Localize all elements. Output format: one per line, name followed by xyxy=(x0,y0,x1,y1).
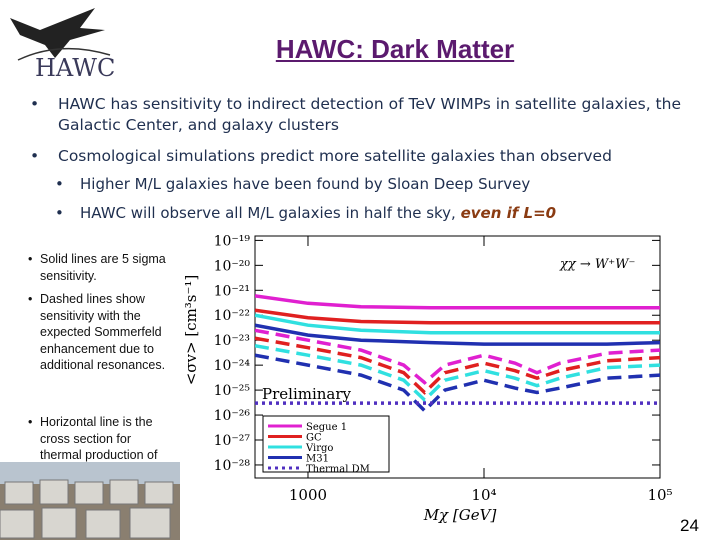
y-tick-label: 10⁻²⁷ xyxy=(214,433,251,449)
series-line xyxy=(255,313,660,335)
y-tick-label: 10⁻²¹ xyxy=(214,283,250,299)
bullet-text: HAWC will observe all M/L galaxies in ha… xyxy=(80,204,456,222)
bullet: • xyxy=(55,204,64,222)
note-text: Dashed lines show sensitivity with the e… xyxy=(40,292,166,372)
series-line xyxy=(255,336,660,395)
legend-label: Virgo xyxy=(305,443,333,454)
logo: HAWC xyxy=(10,8,115,82)
series-line xyxy=(255,294,660,310)
note-text: Solid lines are 5 sigma sensitivity. xyxy=(40,252,166,283)
legend-label: Thermal DM xyxy=(306,464,370,475)
y-tick-label: 10⁻²² xyxy=(214,308,250,324)
legend-label: GC xyxy=(306,433,322,444)
y-tick-label: 10⁻²⁸ xyxy=(214,458,251,474)
x-tick-label: 10⁴ xyxy=(471,486,496,504)
photo-tanks xyxy=(0,479,174,539)
note-bullet: • xyxy=(28,252,33,266)
bullet-text: Higher M/L galaxies have been found by S… xyxy=(80,175,531,193)
series-line xyxy=(255,343,660,403)
bullet-line: HAWC will observe all M/L galaxies in ha… xyxy=(80,204,710,222)
series-line xyxy=(255,328,660,385)
bullet: • xyxy=(55,175,64,193)
legend-label: Segue 1 xyxy=(306,422,347,433)
y-tick-label: 10⁻²⁴ xyxy=(214,358,251,374)
legend-box xyxy=(262,415,390,473)
bullet-text: Cosmological simulations predict more sa… xyxy=(58,147,612,165)
legend-label: M31 xyxy=(306,454,329,465)
y-tick-label: 10⁻²⁶ xyxy=(214,408,251,424)
logo-text: HAWC xyxy=(35,54,115,82)
logo-swoosh xyxy=(17,47,111,61)
logo-bird xyxy=(10,8,105,58)
bullet: • xyxy=(30,147,40,165)
photo-sky xyxy=(0,462,180,484)
plot-frame xyxy=(254,235,661,479)
y-tick-label: 10⁻¹⁹ xyxy=(214,233,251,249)
x-tick-label: 10⁵ xyxy=(647,486,672,504)
page-number: 24 xyxy=(680,516,699,535)
x-axis-label: Mχ [GeV] xyxy=(423,506,497,524)
y-axis-label: <σv> [cm³s⁻¹] xyxy=(182,275,200,386)
bullet-text: HAWC has sensitivity to indirect detecti… xyxy=(58,95,681,134)
series-line xyxy=(255,308,660,325)
bullet-emphasis: even if L=0 xyxy=(460,204,557,222)
photo xyxy=(0,462,180,540)
note-bullet: • xyxy=(28,292,33,306)
note-bullet: • xyxy=(28,415,33,429)
series-line xyxy=(255,323,660,346)
y-tick-label: 10⁻²⁵ xyxy=(214,383,251,399)
y-tick-label: 10⁻²⁰ xyxy=(214,258,251,274)
annotation: Preliminary xyxy=(262,385,352,403)
slide-title: HAWC: Dark Matter xyxy=(275,34,515,64)
x-tick-label: 1000 xyxy=(289,486,327,504)
annotation: χχ → W⁺W⁻ xyxy=(559,257,635,272)
series-line xyxy=(255,353,660,414)
bullet: • xyxy=(30,95,40,113)
y-tick-label: 10⁻²³ xyxy=(214,333,250,349)
